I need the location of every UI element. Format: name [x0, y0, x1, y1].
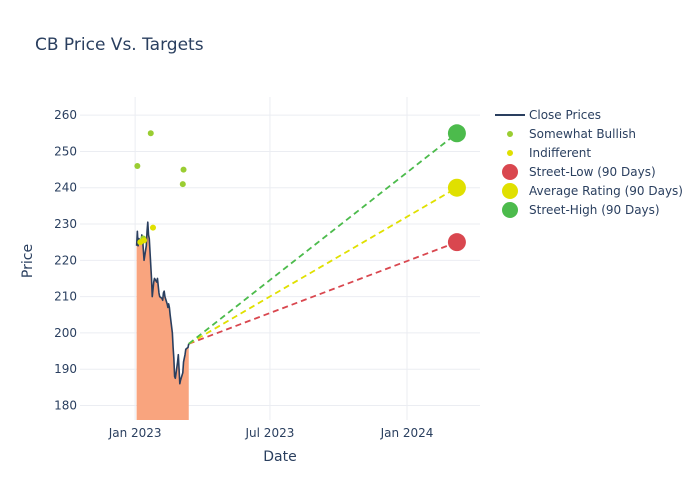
legend-item[interactable]: Average Rating (90 Days): [502, 183, 683, 199]
target-line: [188, 241, 458, 345]
y-tick-label: 220: [54, 253, 77, 267]
close-price-line-layer: [135, 221, 190, 385]
legend-item[interactable]: Indifferent: [507, 146, 591, 160]
rating-point: [134, 162, 141, 169]
y-tick-label: 240: [54, 181, 77, 195]
legend-label: Close Prices: [529, 108, 601, 122]
legend-item[interactable]: Somewhat Bullish: [507, 127, 636, 141]
y-tick-label: 210: [54, 290, 77, 304]
y-tick-label: 250: [54, 144, 77, 158]
y-tick-label: 180: [54, 398, 77, 412]
y-tick-labels: 180 190 200 210 220 230 240 250 260: [54, 108, 77, 412]
legend-label: Indifferent: [529, 146, 591, 160]
target-lines: [188, 132, 458, 345]
legend-swatch: [502, 164, 518, 180]
target-markers: [447, 124, 466, 252]
x-tick-label: Jan 2023: [108, 426, 162, 440]
x-axis-title: Date: [263, 449, 296, 465]
legend-item[interactable]: Street-Low (90 Days): [502, 164, 656, 180]
legend-swatch: [502, 183, 518, 199]
target-marker: [447, 124, 466, 143]
close-price-area: [136, 222, 189, 420]
legend-label: Somewhat Bullish: [529, 127, 636, 141]
rating-point: [179, 181, 186, 188]
legend-swatch: [507, 150, 513, 156]
legend-item[interactable]: Street-High (90 Days): [502, 202, 660, 218]
rating-point: [147, 130, 154, 137]
chart-title: CB Price Vs. Targets: [35, 35, 204, 55]
rating-point: [141, 237, 148, 244]
rating-point: [180, 166, 187, 173]
y-tick-label: 200: [54, 326, 77, 340]
rating-points: [134, 130, 187, 246]
close-price-fill-layer: [136, 222, 189, 420]
y-tick-label: 190: [54, 362, 77, 376]
x-tick-labels: Jan 2023 Jul 2023 Jan 2024: [108, 426, 434, 440]
close-price-line: [135, 221, 190, 385]
legend-item[interactable]: Close Prices: [495, 108, 601, 122]
legend-label: Average Rating (90 Days): [529, 184, 683, 198]
x-tick-label: Jul 2023: [245, 426, 295, 440]
y-tick-label: 230: [54, 217, 77, 231]
target-marker: [447, 178, 466, 197]
target-line: [188, 132, 458, 345]
target-marker: [447, 233, 466, 252]
legend[interactable]: Close Prices Somewhat Bullish Indifferent S…: [495, 108, 683, 218]
x-tick-label: Jan 2024: [380, 426, 434, 440]
target-line: [188, 186, 458, 345]
y-tick-label: 260: [54, 108, 77, 122]
legend-label: Street-Low (90 Days): [529, 165, 656, 179]
legend-swatch: [502, 202, 518, 218]
y-axis-title: Price: [20, 244, 36, 278]
legend-label: Street-High (90 Days): [529, 203, 660, 217]
legend-swatch: [507, 131, 513, 137]
rating-point: [149, 224, 156, 231]
